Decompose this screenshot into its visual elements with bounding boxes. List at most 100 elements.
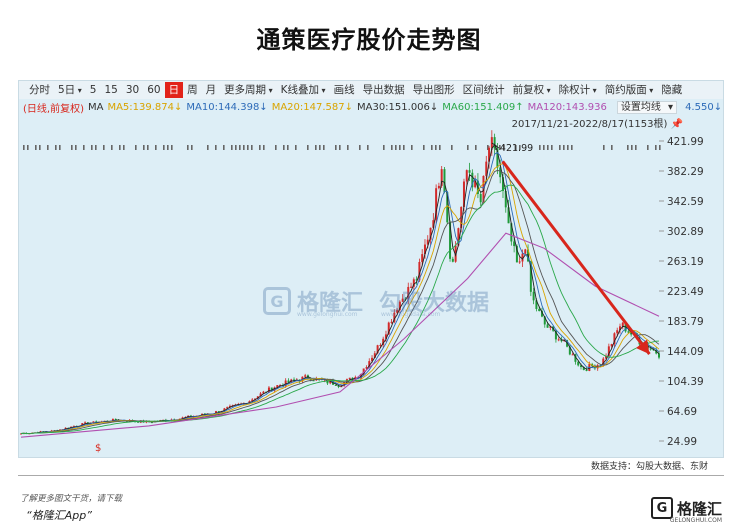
event-marker <box>647 145 649 150</box>
candle-body <box>519 261 521 262</box>
event-marker <box>307 145 309 150</box>
event-marker <box>263 145 265 150</box>
event-marker <box>283 145 285 150</box>
event-marker <box>339 145 341 150</box>
event-marker <box>75 145 77 150</box>
event-marker <box>659 145 661 150</box>
candle-body <box>304 375 306 376</box>
event-marker <box>539 145 541 150</box>
event-marker <box>359 145 361 150</box>
event-marker <box>383 145 385 150</box>
event-marker <box>163 145 165 150</box>
event-marker <box>655 145 657 150</box>
y-tick-label: 24.99 <box>667 436 697 448</box>
watermark-second-url: www.gogudata.com <box>381 311 440 318</box>
event-marker <box>135 145 137 150</box>
event-marker <box>47 145 49 150</box>
event-marker <box>247 145 249 150</box>
page-title: 通策医疗股价走势图 <box>0 20 738 55</box>
candle-body <box>452 259 454 262</box>
event-marker <box>547 145 549 150</box>
candle-body <box>349 378 351 379</box>
y-tick-label: 104.39 <box>667 376 704 388</box>
event-marker <box>567 145 569 150</box>
trend-arrow-head <box>636 340 649 355</box>
event-marker <box>439 145 441 150</box>
event-marker <box>323 145 325 150</box>
event-marker <box>563 145 565 150</box>
event-marker <box>27 145 29 150</box>
event-marker <box>275 145 277 150</box>
event-marker <box>95 145 97 150</box>
event-marker <box>403 145 405 150</box>
event-marker <box>111 145 113 150</box>
event-marker <box>55 145 57 150</box>
event-marker <box>103 145 105 150</box>
candle-body <box>466 170 468 181</box>
event-marker <box>59 145 61 150</box>
event-marker <box>243 145 245 150</box>
event-marker <box>635 145 637 150</box>
footer-subtitle: 了解更多图文干货，请下载 <box>20 492 122 504</box>
brand-logo-icon: G <box>651 497 673 519</box>
candle-body <box>491 137 493 148</box>
candle-body <box>627 331 629 332</box>
event-marker <box>611 145 613 150</box>
event-marker <box>627 145 629 150</box>
trend-arrow-line <box>503 161 650 354</box>
y-tick-label: 421.99 <box>667 136 704 148</box>
event-marker <box>123 145 125 150</box>
y-tick-label: 302.89 <box>667 226 704 238</box>
candle-body <box>335 385 337 386</box>
event-marker <box>467 145 469 150</box>
y-tick-label: 342.59 <box>667 196 704 208</box>
peak-label: 421.99 <box>500 143 533 154</box>
event-marker <box>295 145 297 150</box>
event-marker <box>423 145 425 150</box>
candle-body <box>469 170 471 173</box>
watermark-url: www.gelonghui.com <box>297 311 358 318</box>
event-marker <box>451 145 453 150</box>
event-marker <box>287 145 289 150</box>
event-marker <box>147 145 149 150</box>
event-marker <box>335 145 337 150</box>
brand-sub: GELONGHUI.COM <box>670 517 722 524</box>
event-marker <box>411 145 413 150</box>
candle-body <box>558 339 560 340</box>
event-marker <box>191 145 193 150</box>
candle-body <box>586 370 588 371</box>
chart-frame: 分时5日5153060日周月更多周期K线叠加画线导出数据导出图形区间统计前复权除… <box>18 80 724 458</box>
event-marker <box>167 145 169 150</box>
event-marker <box>319 145 321 150</box>
candle-body <box>572 354 574 355</box>
watermark-logo-icon: G <box>263 287 291 315</box>
candle-body <box>650 349 652 350</box>
event-marker <box>315 145 317 150</box>
event-marker <box>231 145 233 150</box>
event-marker <box>631 145 633 150</box>
event-marker <box>251 145 253 150</box>
watermark-gogudata: 勾股大数据 www.gogudata.com <box>379 285 489 317</box>
source-note: 数据支持：勾股大数据、东财 <box>18 458 724 476</box>
event-marker <box>23 145 25 150</box>
brand-logo: G 格隆汇 GELONGHUI.COM <box>651 497 722 519</box>
candle-body <box>480 194 482 202</box>
y-tick-label: 183.79 <box>667 316 704 328</box>
event-marker <box>559 145 561 150</box>
event-marker <box>435 145 437 150</box>
y-tick-label: 382.29 <box>667 166 704 178</box>
event-marker <box>39 145 41 150</box>
y-tick-label: 263.19 <box>667 256 704 268</box>
candle-body <box>622 323 624 327</box>
y-tick-label: 144.09 <box>667 346 704 358</box>
event-marker <box>551 145 553 150</box>
watermark-gelonghui: G 格隆汇 www.gelonghui.com <box>263 285 363 317</box>
event-marker <box>395 145 397 150</box>
event-marker <box>91 145 93 150</box>
candle-body <box>443 169 445 192</box>
event-marker <box>239 145 241 150</box>
price-chart: 24.9964.69104.39144.09183.79223.49263.19… <box>19 81 724 458</box>
event-marker <box>143 145 145 150</box>
event-marker <box>475 145 477 150</box>
event-marker <box>223 145 225 150</box>
